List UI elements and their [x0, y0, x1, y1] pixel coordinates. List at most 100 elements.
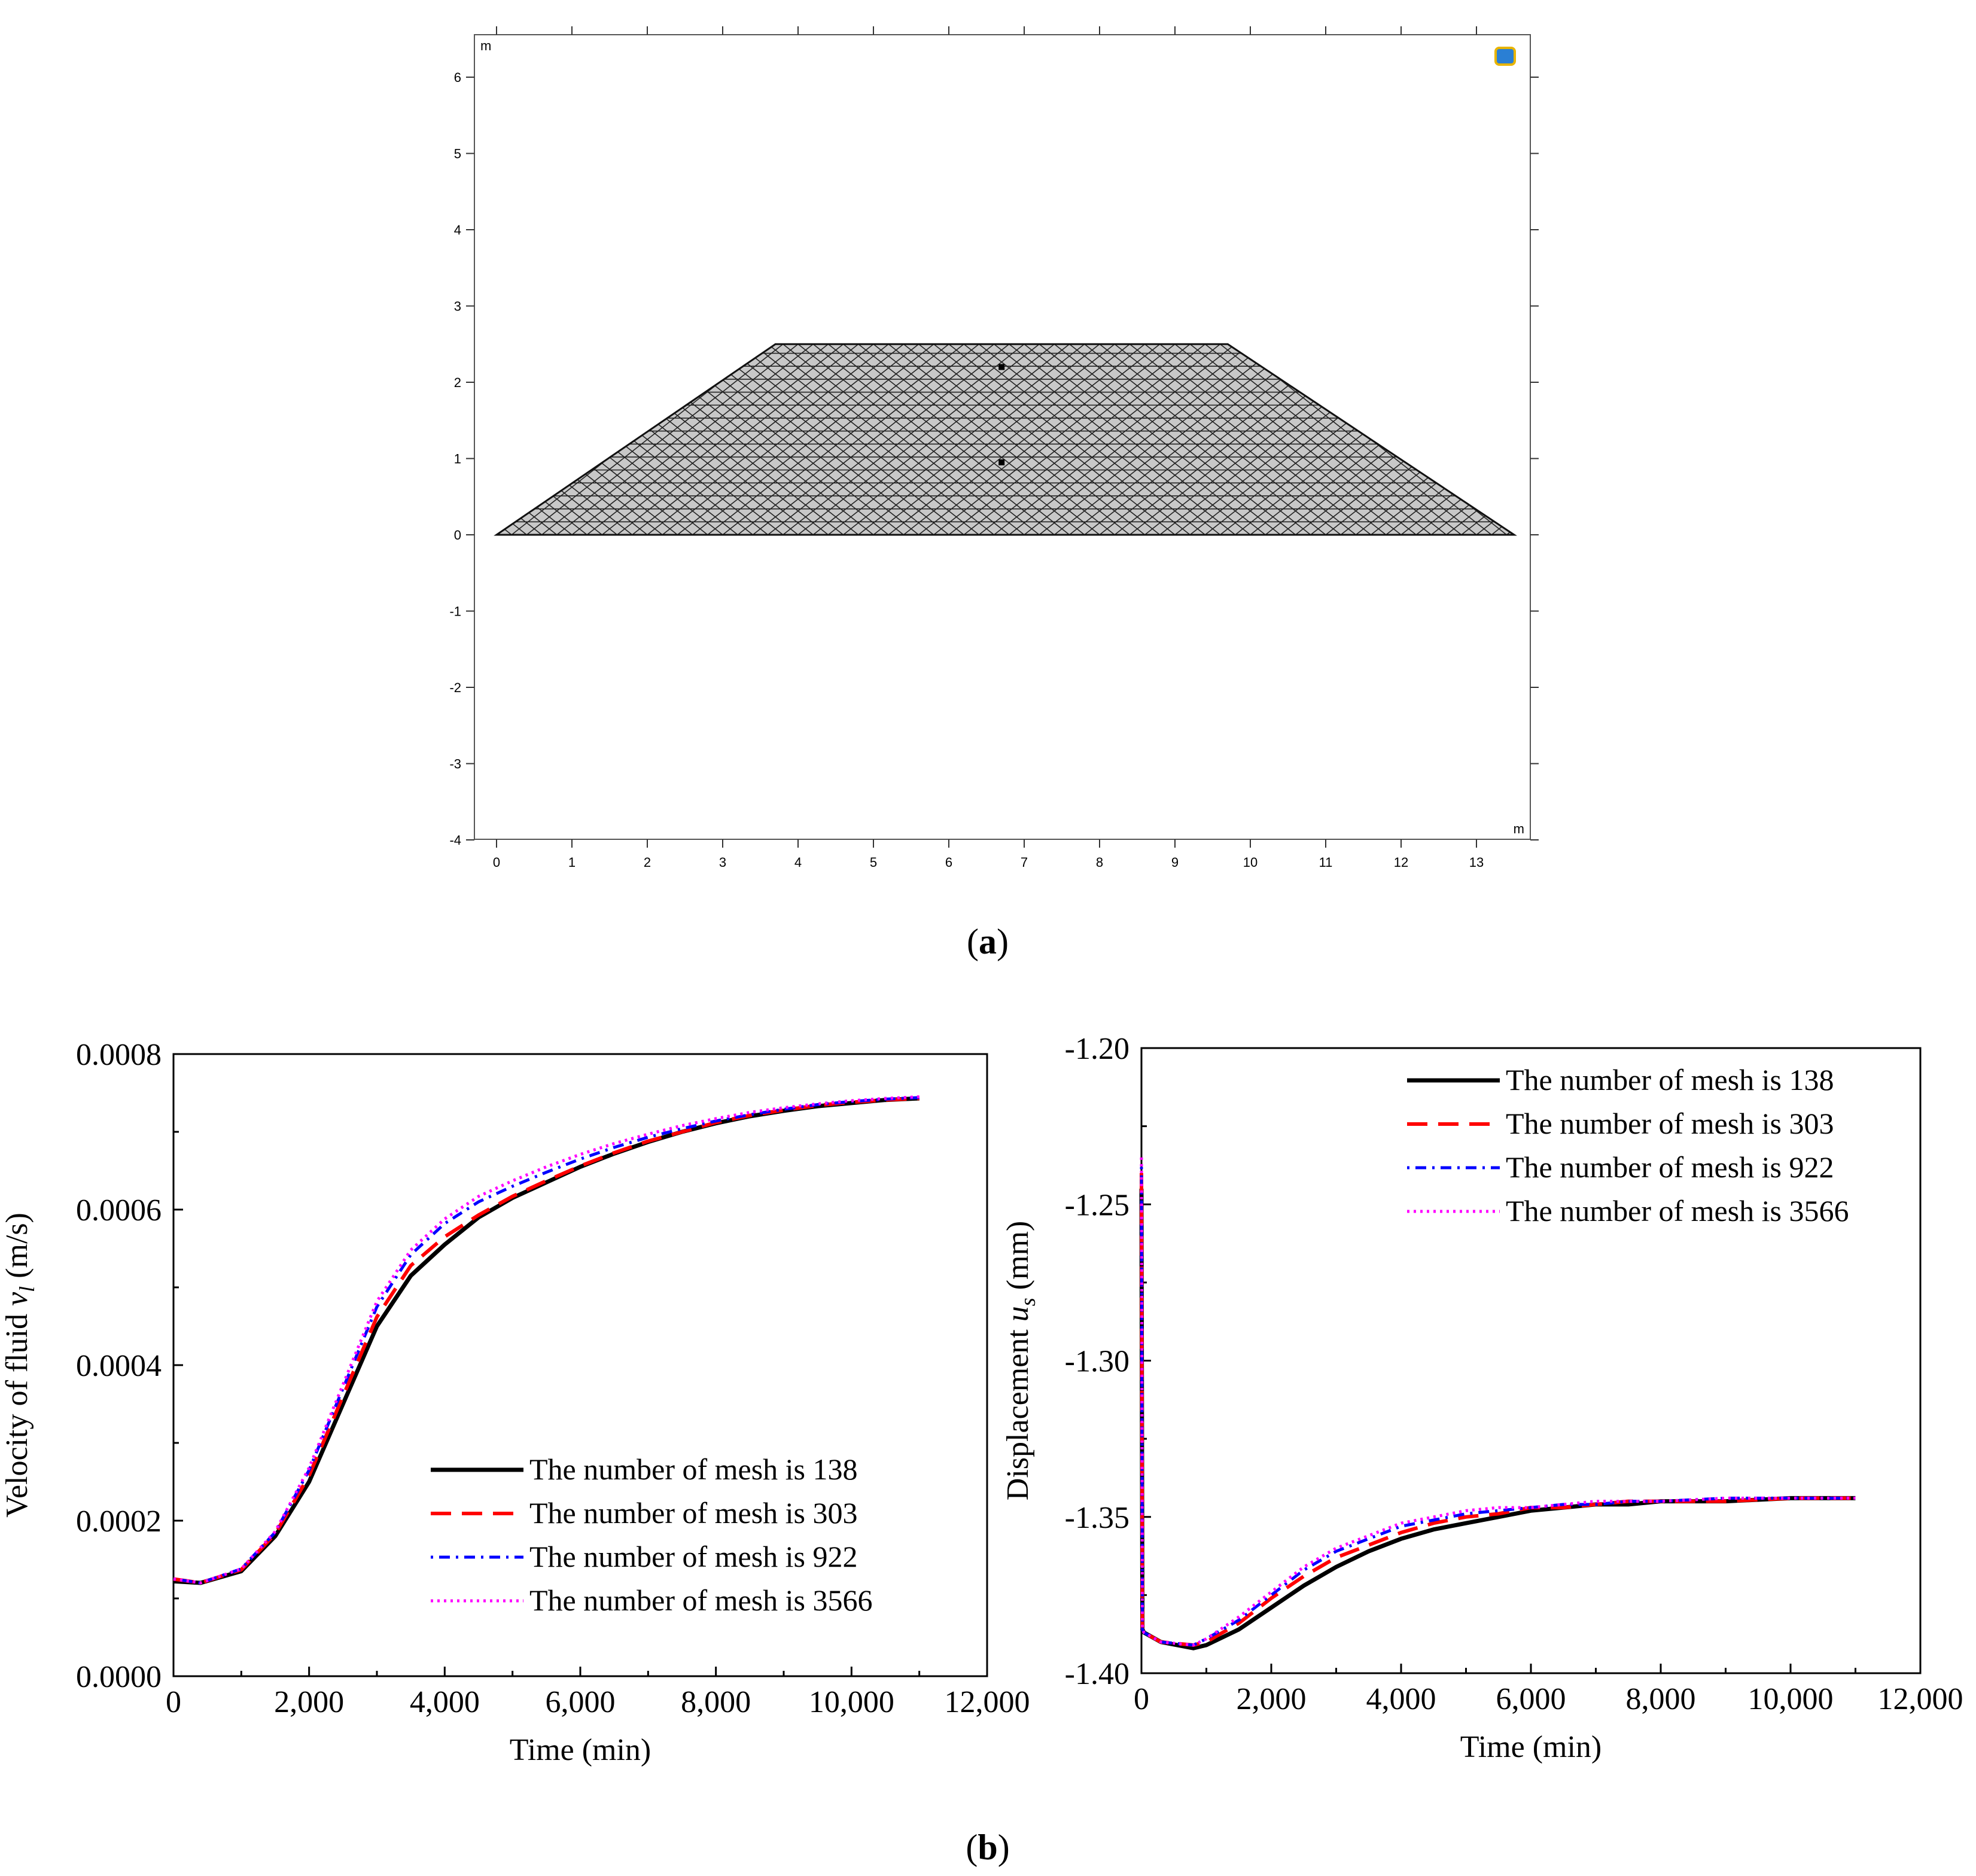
mesh-edge-diag-a	[195, 344, 436, 535]
mesh-edge-diag-b	[0, 344, 225, 535]
panel-label-a-open: (	[967, 922, 979, 961]
mesh-y-tick-label: -4	[449, 833, 461, 848]
mesh-edge-diag-a	[1582, 344, 1823, 535]
mesh-x-tick-label: 10	[1243, 855, 1258, 870]
mesh-unit-x: m	[1514, 821, 1524, 836]
y-tick-label: -1.30	[1065, 1345, 1129, 1379]
mesh-edge-diag-b	[737, 344, 979, 535]
x-axis-title: Time (min)	[510, 1733, 651, 1767]
mesh-x-tick-label: 9	[1171, 855, 1179, 870]
x-tick-label: 6,000	[546, 1685, 616, 1719]
mesh-x-tick-label: 12	[1394, 855, 1408, 870]
mesh-edge-diag-a	[1597, 344, 1838, 535]
mesh-edge-diag-b	[210, 344, 451, 535]
y-tick-label: 0.0004	[76, 1349, 162, 1383]
x-tick-label: 2,000	[1237, 1682, 1307, 1716]
software-logo-icon	[1494, 47, 1516, 66]
mesh-edge-diag-b	[0, 344, 195, 535]
y-axis-title-prefix: Velocity of fluid	[0, 1306, 34, 1518]
mesh-x-tick-label: 13	[1469, 855, 1484, 870]
legend-label-1: The number of mesh is 303	[529, 1496, 858, 1530]
mesh-x-tick-label: 0	[493, 855, 500, 870]
x-tick-label: 10,000	[1748, 1682, 1834, 1716]
displacement-chart: 0 2,000 4,000 6,000 8,000 10,000 12,000 -1.40 -1…	[1001, 1032, 1963, 1764]
mesh-edge-diag-b	[255, 344, 497, 535]
mesh-edge-diag-b	[0, 344, 240, 535]
mesh-edge-diag-b	[1189, 344, 1432, 535]
legend-label-3: The number of mesh is 3566	[1506, 1194, 1849, 1228]
mesh-edge-diag-b	[933, 344, 1176, 535]
mesh-edge-diag-b	[1054, 344, 1296, 535]
legend-label-3: The number of mesh is 3566	[529, 1583, 873, 1617]
mesh-y-tick-label: 1	[454, 452, 461, 467]
mesh-edge-diag-b	[165, 344, 406, 535]
mesh-edge-diag-b	[74, 344, 315, 535]
mesh-unit-y: m	[480, 38, 491, 53]
mesh-edge-diag-b	[692, 344, 934, 535]
x-tick-label: 12,000	[945, 1685, 1030, 1719]
mesh-edge-diag-b	[105, 344, 346, 535]
mesh-edge-diag-b	[888, 344, 1130, 535]
mesh-edge-diag-a	[1657, 344, 1898, 535]
mesh-edge-diag-b	[1220, 344, 1462, 535]
mesh-edge-diag-b	[195, 344, 436, 535]
mesh-edge-diag-b	[873, 344, 1115, 535]
mesh-edge-diag-b	[1099, 344, 1341, 535]
mesh-x-tick-label: 4	[794, 855, 802, 870]
mesh-edge-diag-b	[1069, 344, 1311, 535]
mesh-edge-diag-b	[1024, 344, 1266, 535]
y-tick-label: -1.40	[1065, 1657, 1129, 1691]
x-tick-label: 10,000	[809, 1685, 894, 1719]
mesh-y-tick-label: 6	[454, 70, 461, 85]
y-tick-label: -1.35	[1065, 1501, 1129, 1535]
mesh-edge-diag-b	[994, 344, 1236, 535]
x-tick-label: 4,000	[410, 1685, 480, 1719]
mesh-edge-diag-b	[797, 344, 1040, 535]
y-axis-title-suffix: (mm)	[1001, 1221, 1035, 1298]
panel-label-a-letter: a	[979, 922, 997, 961]
mesh-edge-diag-b	[225, 344, 466, 535]
mesh-y-tick-label: -1	[449, 604, 461, 619]
x-tick-label: 8,000	[1626, 1682, 1696, 1716]
y-axis-title-suffix: (m/s)	[0, 1213, 34, 1286]
mesh-edge-diag-b	[497, 344, 587, 535]
mesh-y-tick-label: 2	[454, 375, 461, 390]
mesh-edge-diag-a	[1567, 344, 1808, 535]
mesh-edge-diag-b	[707, 344, 949, 535]
mesh-edge-diag-a	[1612, 344, 1853, 535]
y-tick-label: 0.0006	[76, 1193, 162, 1228]
y-tick-label: 0.0008	[76, 1038, 162, 1072]
mesh-edge-diag-a	[1522, 344, 1763, 535]
mesh-edge-diag-b	[14, 344, 255, 535]
mesh-edge-diag-b	[978, 344, 1221, 535]
mesh-x-tick-label: 3	[719, 855, 726, 870]
mesh-x-tick-label: 11	[1319, 855, 1333, 870]
mesh-edge-diag-b	[783, 344, 1025, 535]
mesh-y-tick-label: 4	[454, 223, 461, 237]
mesh-edge-diag-a	[1552, 344, 1793, 535]
mesh-y-tick-label: 3	[454, 299, 461, 314]
plot-frame	[172, 1053, 988, 1677]
mesh-edge-diag-b	[1174, 344, 1417, 535]
y-axis-title-var: u	[1001, 1306, 1035, 1321]
mesh-edge-diag-a	[1506, 344, 1514, 535]
panel-label-a-close: )	[997, 922, 1009, 961]
mesh-edge-diag-b	[918, 344, 1161, 535]
embankment-outline	[494, 343, 1517, 536]
mesh-edge-diag-a	[1400, 344, 1514, 535]
mesh-edge-diag-b	[1204, 344, 1447, 535]
mesh-y-tick-label: -2	[449, 680, 461, 695]
plot-frame	[1140, 1047, 1922, 1674]
mesh-edge-diag-b	[90, 344, 331, 535]
mesh-edge-diag-b	[1039, 344, 1281, 535]
mesh-edge-diag-b	[812, 344, 1055, 535]
mesh-edge-diag-b	[1129, 344, 1372, 535]
mesh-edge-diag-b	[135, 344, 376, 535]
y-tick-label: -1.20	[1065, 1032, 1129, 1066]
mesh-x-tick-label: 7	[1021, 855, 1028, 870]
series-line-2	[1140, 1167, 1856, 1647]
mesh-edge-diag-a	[225, 344, 466, 535]
legend-label-0: The number of mesh is 138	[529, 1452, 858, 1486]
mesh-edge-diag-b	[963, 344, 1205, 535]
